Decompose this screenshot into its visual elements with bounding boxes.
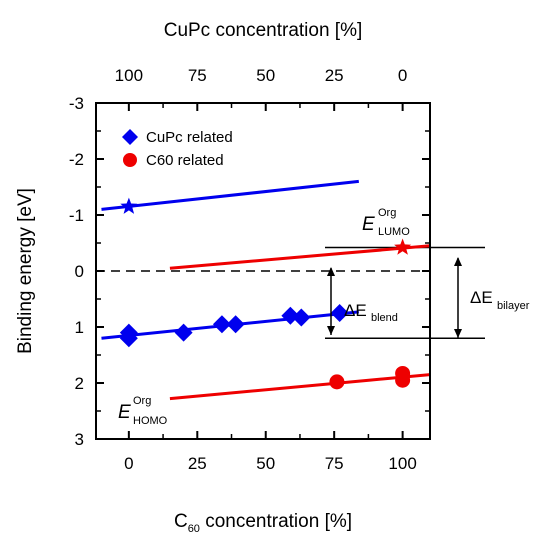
legend: CuPc related C60 related xyxy=(122,129,233,169)
x2-tick-label: 75 xyxy=(188,66,207,85)
y-tick-label: 3 xyxy=(75,430,84,449)
homo-sup: Org xyxy=(133,395,151,407)
blend-delta: ΔE xyxy=(344,301,367,320)
x-tick-label: 0 xyxy=(124,454,133,473)
x-tick-label: 75 xyxy=(325,454,344,473)
x-tick-label: 25 xyxy=(188,454,207,473)
c60-circle-point xyxy=(395,372,411,388)
cupc-diamond-point xyxy=(119,329,138,348)
homo-sub: HOMO xyxy=(133,415,168,427)
blend-sub: blend xyxy=(371,312,398,324)
fit-line xyxy=(169,373,430,401)
cupc-diamond-point xyxy=(174,323,193,342)
lumo-star-point xyxy=(394,238,412,255)
fit-line xyxy=(101,179,359,211)
y-tick-label: -1 xyxy=(69,206,84,225)
bilayer-delta: ΔE xyxy=(470,288,493,307)
cupc-diamond-point xyxy=(330,304,349,322)
lumo-star-point xyxy=(120,197,138,214)
x-tick-label: 100 xyxy=(388,454,416,473)
lumo-e: E xyxy=(362,214,375,235)
lumo-sup: Org xyxy=(378,207,396,219)
legend-label-c60: C60 related xyxy=(146,152,224,169)
data-points xyxy=(119,197,412,390)
plot-frame xyxy=(95,102,431,440)
legend-circle-marker xyxy=(123,153,137,167)
blend-annotation: ΔE blend xyxy=(344,301,398,324)
fit-line xyxy=(169,244,430,270)
lumo-sub: LUMO xyxy=(378,226,410,238)
x2-tick-label: 0 xyxy=(398,66,407,85)
legend-label-cupc: CuPc related xyxy=(146,129,233,146)
legend-diamond-marker xyxy=(122,129,138,145)
x2-tick-label: 100 xyxy=(115,66,143,85)
y-tick-label: 1 xyxy=(75,318,84,337)
lumo-annotation: E Org LUMO xyxy=(362,207,410,238)
homo-annotation: E Org HOMO xyxy=(118,395,168,427)
y-tick-label: 2 xyxy=(75,374,84,393)
y-tick-label: -3 xyxy=(69,94,84,113)
cupc-diamond-point xyxy=(226,315,245,334)
c60-circle-point xyxy=(329,374,345,390)
x-axis-title-c: C xyxy=(174,511,188,532)
x2-tick-label: 25 xyxy=(325,66,344,85)
cupc-diamond-point xyxy=(212,315,231,334)
x-axis-title: C60 concentration [%] xyxy=(174,511,352,535)
y-tick-label: 0 xyxy=(75,262,84,281)
x2-axis-title: CuPc concentration [%] xyxy=(164,20,363,41)
bilayer-sub: bilayer xyxy=(497,300,530,312)
x2-tick-label: 50 xyxy=(256,66,275,85)
y-axis-title: Binding energy [eV] xyxy=(15,188,36,354)
x-axis-title-rest: concentration [%] xyxy=(200,511,352,532)
x-axis-title-sub: 60 xyxy=(188,523,200,535)
x-tick-label: 50 xyxy=(256,454,275,473)
homo-e: E xyxy=(118,402,131,423)
bilayer-annotation: ΔE bilayer xyxy=(470,288,530,312)
axis-ticks: 0 25 50 75 100 100 75 50 25 0 -3 -2 -1 0 1 2 3 xyxy=(69,66,430,473)
cupc-diamond-point xyxy=(281,306,300,325)
cupc-diamond-point xyxy=(292,308,311,327)
y-tick-label: -2 xyxy=(69,150,84,169)
